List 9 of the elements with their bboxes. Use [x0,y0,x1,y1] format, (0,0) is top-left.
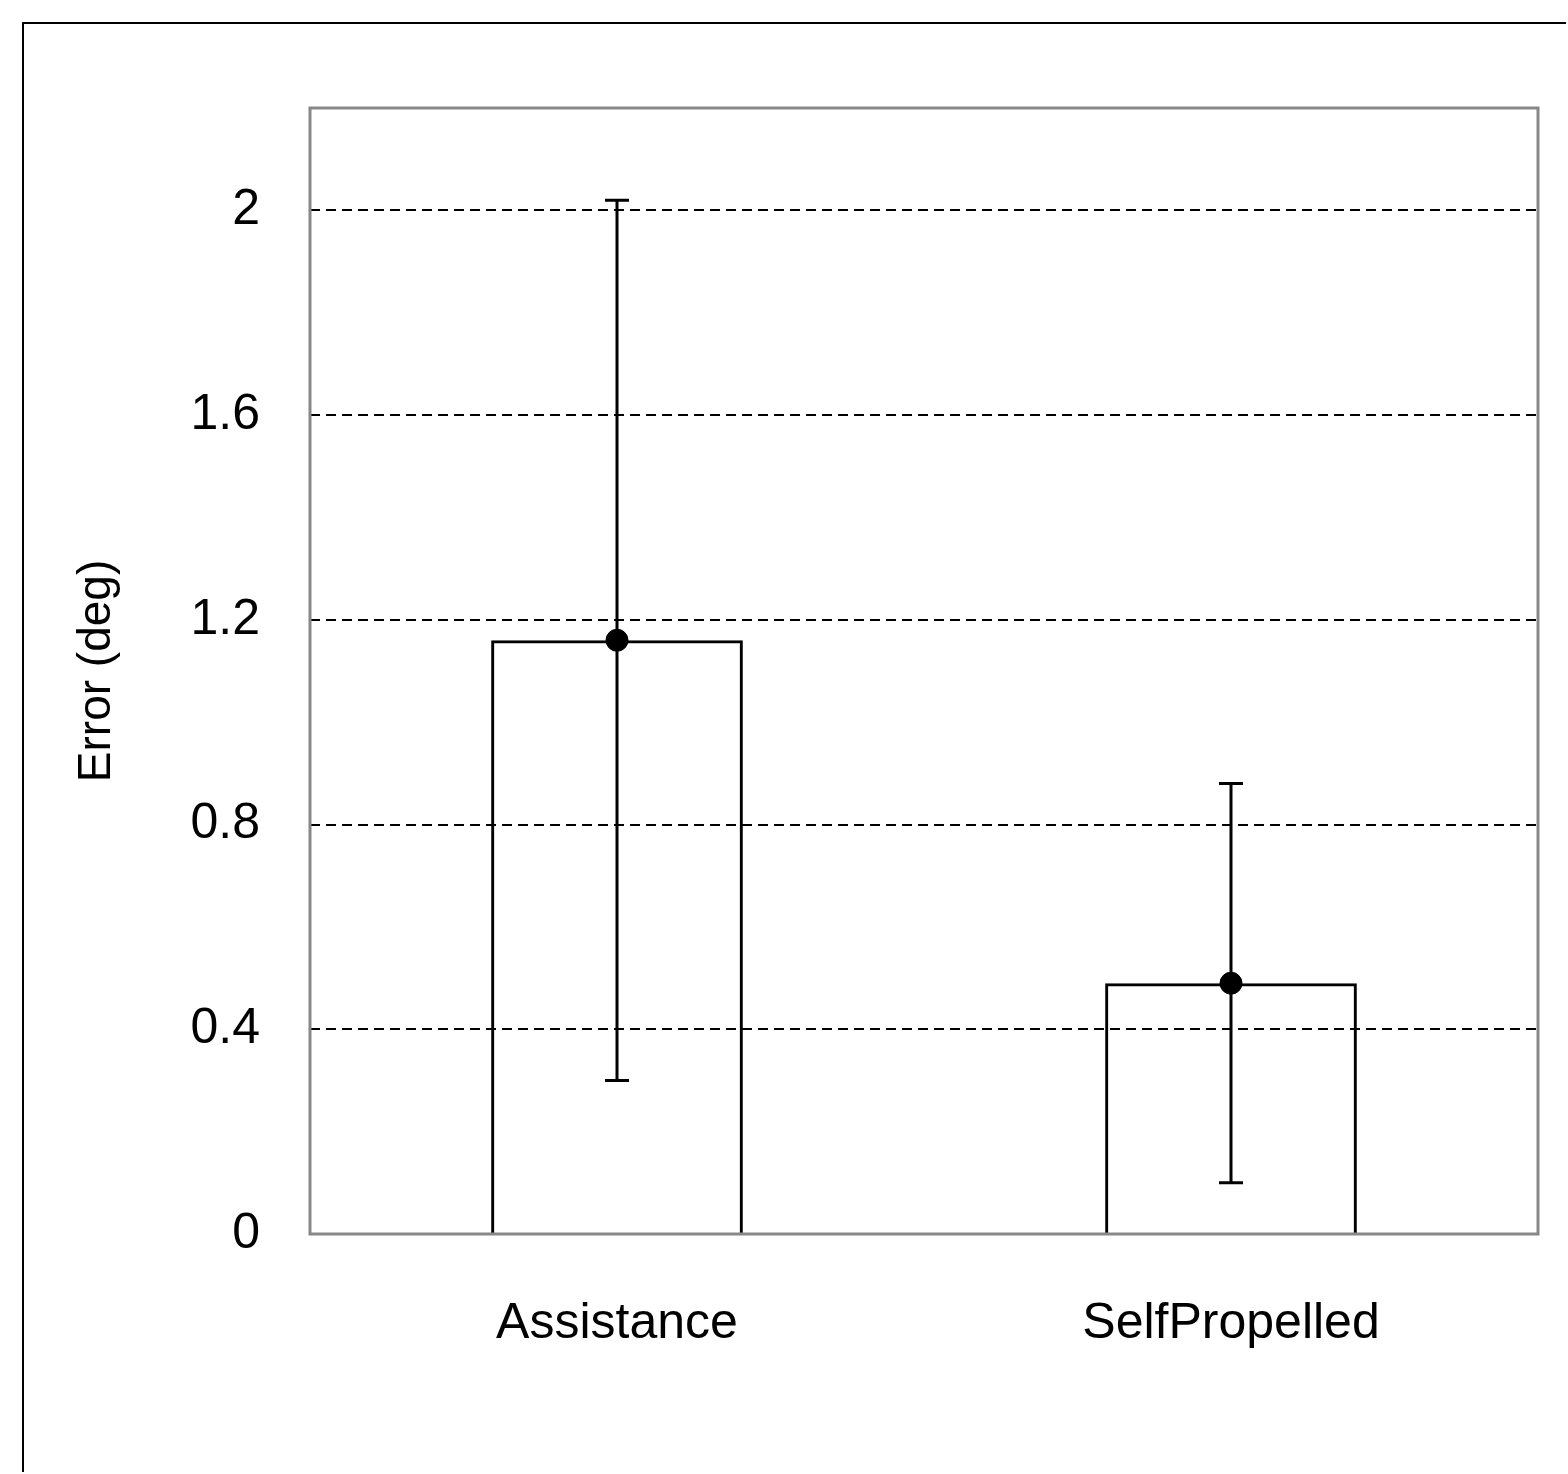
y-tick-label: 0 [232,1202,260,1259]
x-tick-label: SelfPropelled [1082,1292,1380,1349]
y-tick-label: 1.6 [190,383,260,440]
x-tick-label: Assistance [496,1292,738,1349]
y-axis-title: Error (deg) [68,559,121,783]
y-tick-label: 1.2 [190,588,260,645]
y-tick-label: 0.8 [190,793,260,850]
y-tick-label: 0.4 [190,998,260,1055]
y-tick-label: 2 [232,179,260,236]
